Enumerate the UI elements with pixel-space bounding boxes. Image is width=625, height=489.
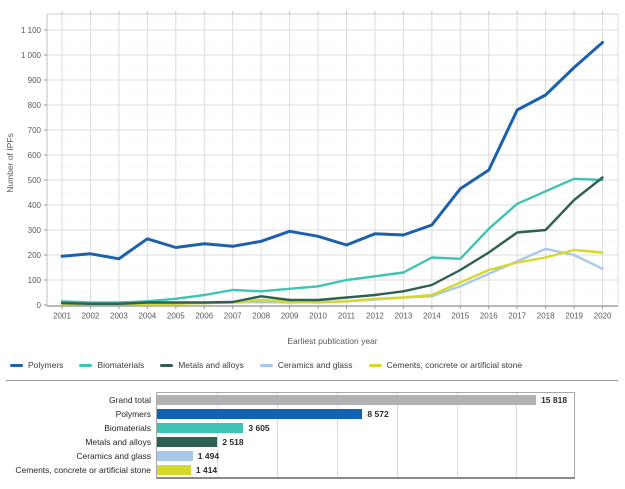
legend-item-ceramics-and-glass: Ceramics and glass: [259, 360, 353, 370]
bar-row-ceramics-and-glass: Ceramics and glass 1 494: [76, 449, 574, 463]
x-tick-label: 2009: [281, 312, 299, 321]
bar-row-cements-concrete-or-artificial-stone: Cements, concrete or artificial stone 1 4…: [15, 463, 574, 477]
bar-gridline: [456, 393, 458, 477]
legend-swatch-icon: [79, 363, 93, 367]
x-tick-label: 2014: [423, 312, 441, 321]
y-tick-label: 200: [28, 251, 42, 260]
y-tick-label: 700: [28, 126, 42, 135]
bar-gridline: [516, 393, 518, 477]
y-tick-label: 1 100: [21, 26, 42, 35]
y-axis-title: Number of IPFs: [5, 133, 15, 193]
x-tick-label: 2016: [480, 312, 498, 321]
x-tick-label: 2019: [565, 312, 583, 321]
bar-value-label: 2 518: [222, 437, 244, 447]
x-tick-label: 2015: [451, 312, 469, 321]
x-tick-label: 2018: [537, 312, 555, 321]
bar-polymers: [157, 409, 363, 419]
legend: Polymers Biomaterials Metals and alloys Cer…: [10, 360, 522, 370]
y-tick-label: 900: [28, 76, 42, 85]
bar-row-biomaterials: Biomaterials 3 605: [104, 421, 574, 435]
bar-category-label: Metals and alloys: [85, 437, 151, 447]
bar-gridline: [276, 393, 278, 477]
y-tick-label: 300: [28, 226, 42, 235]
line-series-cements-concrete-or-artificial-stone: [60, 248, 604, 306]
y-tick-label: 1 000: [21, 51, 42, 60]
x-tick-label: 2010: [309, 312, 327, 321]
x-tick-label: 2002: [82, 312, 100, 321]
bar-row-grand-total: Grand total 15 818: [109, 393, 574, 407]
legend-label: Cements, concrete or artificial stone: [386, 360, 523, 370]
bar-value-label: 3 605: [248, 423, 270, 433]
x-tick-label: 2013: [395, 312, 413, 321]
legend-item-polymers: Polymers: [10, 360, 63, 370]
legend-label: Biomaterials: [97, 360, 145, 370]
x-tick-label: 2003: [110, 312, 128, 321]
bar-row-polymers: Polymers 8 572: [116, 407, 574, 421]
bar-metals-and-alloys: [157, 437, 218, 447]
bar-category-label: Biomaterials: [104, 423, 151, 433]
totals-bar-chart: Grand total 15 818 Polymers 8 572 Biomateria…: [15, 392, 575, 479]
line-series-ceramics-and-glass: [60, 247, 604, 306]
bar-ceramics-and-glass: [157, 451, 193, 461]
y-tick-label: 500: [28, 176, 42, 185]
x-tick-label: 2020: [594, 312, 612, 321]
x-tick-label: 2008: [252, 312, 270, 321]
bar-value-label: 1 414: [195, 465, 218, 475]
line-series-polymers: [60, 41, 604, 261]
bar-category-label: Polymers: [115, 409, 151, 419]
legend-label: Polymers: [28, 360, 64, 370]
legend-item-cements-concrete-or-artificial-stone: Cements, concrete or artificial stone: [368, 360, 523, 370]
y-tick-label: 0: [37, 301, 42, 310]
bar-category-label: Grand total: [108, 395, 151, 405]
legend-swatch-icon: [10, 363, 23, 367]
line-series-metals-and-alloys: [60, 176, 604, 305]
legend-swatch-icon: [259, 363, 273, 367]
x-tick-label: 2017: [508, 312, 526, 321]
legend-label: Metals and alloys: [178, 360, 244, 370]
y-tick-label: 100: [28, 276, 42, 285]
bar-row-metals-and-alloys: Metals and alloys 2 518: [85, 435, 574, 449]
y-tick-label: 400: [28, 201, 42, 210]
legend-item-metals-and-alloys: Metals and alloys: [160, 360, 244, 370]
legend-swatch-icon: [368, 363, 382, 367]
bar-category-label: Cements, concrete or artificial stone: [15, 465, 151, 475]
y-tick-label: 800: [28, 101, 42, 110]
bar-cements-concrete-or-artificial-stone: [157, 465, 191, 475]
x-tick-label: 2012: [366, 312, 384, 321]
x-tick-label: 2004: [138, 312, 156, 321]
x-axis-title: Earliest publication year: [287, 336, 378, 346]
line-series-biomaterials: [60, 177, 604, 304]
bar-value-label: 1 494: [197, 451, 220, 461]
bar-value-label: 15 818: [541, 395, 568, 405]
x-tick-label: 2011: [338, 312, 356, 321]
bar-grand-total: [157, 395, 537, 405]
bar-gridline: [216, 393, 218, 477]
legend-item-biomaterials: Biomaterials: [79, 360, 144, 370]
bar-category-label: Ceramics and glass: [76, 451, 151, 461]
legend-label: Ceramics and glass: [277, 360, 353, 370]
x-tick-label: 2007: [224, 312, 242, 321]
bar-value-label: 8 572: [367, 409, 389, 419]
bar-gridline: [396, 393, 398, 477]
line-chart: 0 100 200 300 400 500 600 700 800 900 1 000 1 100 20…: [21, 11, 619, 321]
y-tick-label: 600: [28, 151, 42, 160]
legend-swatch-icon: [160, 363, 174, 367]
x-tick-label: 2001: [53, 312, 71, 321]
x-tick-label: 2006: [195, 312, 213, 321]
bar-gridline: [336, 393, 338, 477]
bar-biomaterials: [157, 423, 244, 433]
divider-line: [6, 380, 618, 381]
x-tick-label: 2005: [167, 312, 185, 321]
